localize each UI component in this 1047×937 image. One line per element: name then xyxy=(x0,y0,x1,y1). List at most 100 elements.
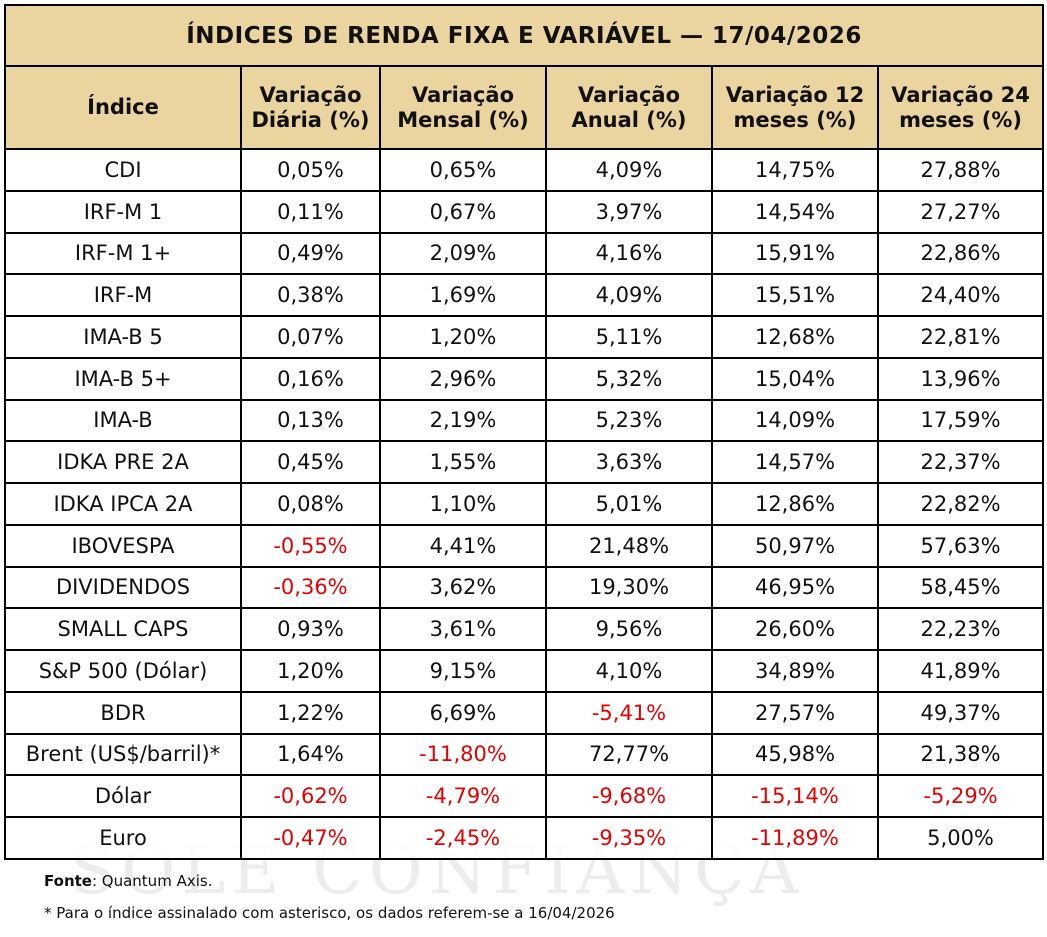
value-cell: -0,47% xyxy=(240,816,381,860)
index-name-cell: SMALL CAPS xyxy=(4,607,242,651)
index-name-cell: IDKA IPCA 2A xyxy=(4,482,242,526)
value-cell: 4,41% xyxy=(379,523,547,568)
value-cell: 15,51% xyxy=(711,273,879,317)
value-cell: 0,67% xyxy=(379,189,547,234)
value-cell: 21,38% xyxy=(876,732,1045,777)
value-cell: -4,79% xyxy=(379,774,547,818)
table-row: IDKA IPCA 2A 0,08% 1,10% 5,01% 12,86% 22,82% xyxy=(4,482,1045,526)
value-cell: -0,62% xyxy=(240,774,381,818)
table-row: BDR 1,22% 6,69% -5,41% 27,57% 49,37% xyxy=(4,690,1045,735)
value-cell: 4,09% xyxy=(545,273,713,317)
value-cell: 14,54% xyxy=(711,189,879,234)
value-cell: 0,08% xyxy=(240,482,381,526)
value-cell: 5,32% xyxy=(545,356,713,401)
index-name-cell: S&P 500 (Dólar) xyxy=(4,649,242,693)
value-cell: -9,35% xyxy=(545,816,713,860)
index-name-cell: IRF-M 1 xyxy=(4,189,242,234)
value-cell: 0,93% xyxy=(240,607,381,651)
value-cell: 41,89% xyxy=(876,649,1045,693)
value-cell: 2,09% xyxy=(379,231,547,276)
value-cell: -0,55% xyxy=(240,523,381,568)
index-name-cell: IRF-M xyxy=(4,273,242,317)
value-cell: 1,20% xyxy=(240,649,381,693)
header-variacao-anual: Variação Anual (%) xyxy=(545,65,713,150)
footnote: * Para o índice assinalado com asterisco… xyxy=(44,904,615,922)
table-row: IMA-B 5 0,07% 1,20% 5,11% 12,68% 22,81% xyxy=(4,315,1045,359)
value-cell: 1,10% xyxy=(379,482,547,526)
value-cell: 1,22% xyxy=(240,690,381,735)
value-cell: -0,36% xyxy=(240,565,381,610)
value-cell: 34,89% xyxy=(711,649,879,693)
header-indice: Índice xyxy=(4,65,242,150)
value-cell: 49,37% xyxy=(876,690,1045,735)
value-cell: 46,95% xyxy=(711,565,879,610)
table-row: S&P 500 (Dólar) 1,20% 9,15% 4,10% 34,89% 41,8… xyxy=(4,649,1045,693)
value-cell: -5,41% xyxy=(545,690,713,735)
value-cell: 1,20% xyxy=(379,315,547,359)
index-name-cell: IDKA PRE 2A xyxy=(4,440,242,484)
index-name-cell: DIVIDENDOS xyxy=(4,565,242,610)
table-row: IRF-M 1+ 0,49% 2,09% 4,16% 15,91% 22,86% xyxy=(4,231,1045,276)
index-name-cell: IBOVESPA xyxy=(4,523,242,568)
value-cell: 4,16% xyxy=(545,231,713,276)
table-row: IBOVESPA -0,55% 4,41% 21,48% 50,97% 57,63% xyxy=(4,523,1045,568)
value-cell: 17,59% xyxy=(876,398,1045,443)
header-row: Índice Variação Diária (%) Variação Mens… xyxy=(4,65,1045,150)
value-cell: 4,10% xyxy=(545,649,713,693)
value-cell: 22,86% xyxy=(876,231,1045,276)
value-cell: -9,68% xyxy=(545,774,713,818)
value-cell: 72,77% xyxy=(545,732,713,777)
header-variacao-12-meses: Variação 12 meses (%) xyxy=(711,65,879,150)
value-cell: 14,09% xyxy=(711,398,879,443)
value-cell: 0,16% xyxy=(240,356,381,401)
table-row: DIVIDENDOS -0,36% 3,62% 19,30% 46,95% 58,45% xyxy=(4,565,1045,610)
table-row: IRF-M 1 0,11% 0,67% 3,97% 14,54% 27,27% xyxy=(4,189,1045,234)
value-cell: 27,88% xyxy=(876,148,1045,192)
index-name-cell: BDR xyxy=(4,690,242,735)
index-name-cell: CDI xyxy=(4,148,242,192)
value-cell: 22,82% xyxy=(876,482,1045,526)
value-cell: -5,29% xyxy=(876,774,1045,818)
index-name-cell: Brent (US$/barril)* xyxy=(4,732,242,777)
value-cell: 21,48% xyxy=(545,523,713,568)
value-cell: 14,75% xyxy=(711,148,879,192)
index-name-cell: IRF-M 1+ xyxy=(4,231,242,276)
value-cell: 0,45% xyxy=(240,440,381,484)
value-cell: 0,11% xyxy=(240,189,381,234)
source-label: Fonte xyxy=(44,872,92,890)
table-row: CDI 0,05% 0,65% 4,09% 14,75% 27,88% xyxy=(4,148,1045,192)
value-cell: -11,89% xyxy=(711,816,879,860)
value-cell: 9,15% xyxy=(379,649,547,693)
value-cell: 45,98% xyxy=(711,732,879,777)
indices-table: ÍNDICES DE RENDA FIXA E VARIÁVEL — 17/04… xyxy=(3,4,1045,860)
table-title: ÍNDICES DE RENDA FIXA E VARIÁVEL — 17/04… xyxy=(3,4,1045,67)
value-cell: 2,19% xyxy=(379,398,547,443)
table-row: IDKA PRE 2A 0,45% 1,55% 3,63% 14,57% 22,37% xyxy=(4,440,1045,484)
value-cell: 0,38% xyxy=(240,273,381,317)
value-cell: 9,56% xyxy=(545,607,713,651)
value-cell: 12,86% xyxy=(711,482,879,526)
value-cell: 1,69% xyxy=(379,273,547,317)
value-cell: 0,05% xyxy=(240,148,381,192)
value-cell: -11,80% xyxy=(379,732,547,777)
value-cell: 0,07% xyxy=(240,315,381,359)
table-row: Brent (US$/barril)* 1,64% -11,80% 72,77% 45,… xyxy=(4,732,1045,777)
table-row: Euro -0,47% -2,45% -9,35% -11,89% 5,00% xyxy=(4,816,1045,860)
value-cell: 4,09% xyxy=(545,148,713,192)
value-cell: 24,40% xyxy=(876,273,1045,317)
value-cell: 5,01% xyxy=(545,482,713,526)
value-cell: 22,23% xyxy=(876,607,1045,651)
value-cell: 22,37% xyxy=(876,440,1045,484)
value-cell: 27,27% xyxy=(876,189,1045,234)
value-cell: 26,60% xyxy=(711,607,879,651)
value-cell: 3,63% xyxy=(545,440,713,484)
header-variacao-diaria: Variação Diária (%) xyxy=(240,65,381,150)
source-text: : Quantum Axis. xyxy=(91,872,213,890)
value-cell: 1,64% xyxy=(240,732,381,777)
value-cell: 0,65% xyxy=(379,148,547,192)
value-cell: 50,97% xyxy=(711,523,879,568)
value-cell: 6,69% xyxy=(379,690,547,735)
index-name-cell: IMA-B 5 xyxy=(4,315,242,359)
value-cell: 5,11% xyxy=(545,315,713,359)
table-row: SMALL CAPS 0,93% 3,61% 9,56% 26,60% 22,23% xyxy=(4,607,1045,651)
